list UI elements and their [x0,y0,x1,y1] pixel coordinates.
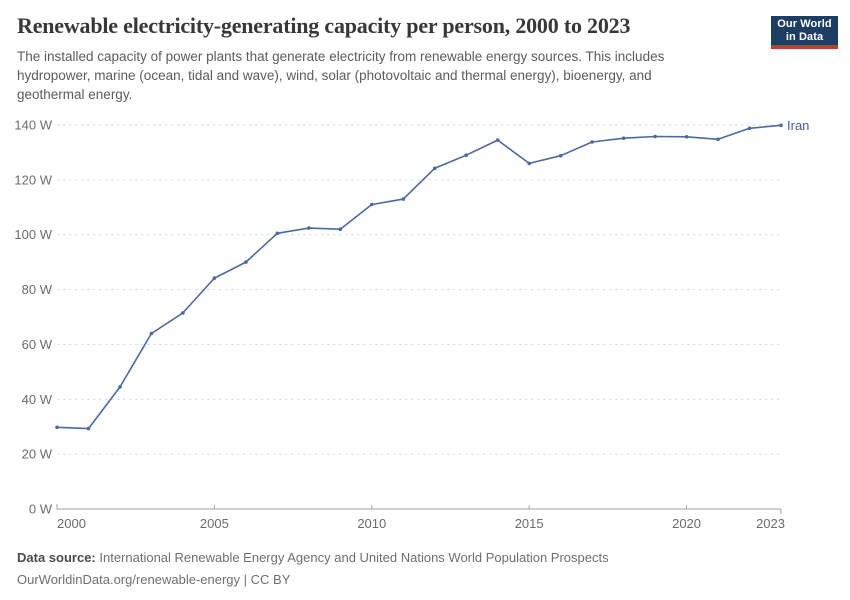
y-axis-tick-label: 100 W [14,227,52,242]
y-axis-tick-label: 80 W [22,282,53,297]
y-axis-tick-label: 0 W [29,502,53,517]
data-point [779,123,783,128]
footer-url-link[interactable]: OurWorldinData.org/renewable-energy [17,572,241,587]
entity-label-iran: Iran [787,118,809,133]
chart-subtitle: The installed capacity of power plants t… [17,49,665,102]
data-point [432,166,437,171]
data-point [401,197,406,201]
data-point [338,227,343,231]
data-point [55,425,59,430]
footer-license: CC BY [250,572,291,587]
x-axis-tick-label: 2023 [756,516,785,531]
x-axis-tick-label: 2010 [357,516,386,531]
data-point [149,331,154,336]
data-point [244,260,248,264]
data-point [558,153,563,158]
data-point [212,276,217,280]
data-point [527,161,531,166]
chart-footer: Data source: International Renewable Ene… [17,547,609,591]
y-axis-tick-label: 20 W [22,447,53,462]
owid-logo[interactable]: Our World in Data [771,16,838,49]
data-point [275,231,280,236]
x-axis-tick-label: 2020 [672,516,701,531]
x-axis-tick-label: 2005 [200,516,229,531]
data-point [495,138,500,142]
data-source-label: Data source: [17,550,96,565]
data-point [118,385,122,389]
data-point [653,134,657,139]
y-axis-tick-label: 40 W [22,392,53,407]
y-axis-tick-label: 140 W [14,118,52,133]
data-point [464,153,469,157]
data-point [590,140,594,144]
data-source-text: International Renewable Energy Agency an… [95,550,609,565]
data-line-iran [56,124,782,430]
data-source-line: Data source: International Renewable Ene… [17,547,609,569]
data-point [684,135,689,139]
owid-logo-line2: in Data [785,30,824,43]
footer-separator: | [240,572,251,587]
license-line: OurWorldinData.org/renewable-energy | CC… [17,569,609,591]
data-point [307,226,311,230]
owid-logo-line1: Our World [777,18,832,30]
data-point [747,126,752,131]
data-point [181,311,185,315]
data-point [370,202,374,207]
chart-title: Renewable electricity-generating capacit… [17,13,631,38]
y-axis-tick-label: 120 W [14,172,52,187]
y-axis-tick-label: 60 W [22,337,53,352]
data-point [86,426,91,431]
x-axis-tick-label: 2015 [515,516,544,531]
data-point [716,137,720,142]
data-point [621,136,626,140]
x-axis-tick-label: 2000 [57,516,86,531]
